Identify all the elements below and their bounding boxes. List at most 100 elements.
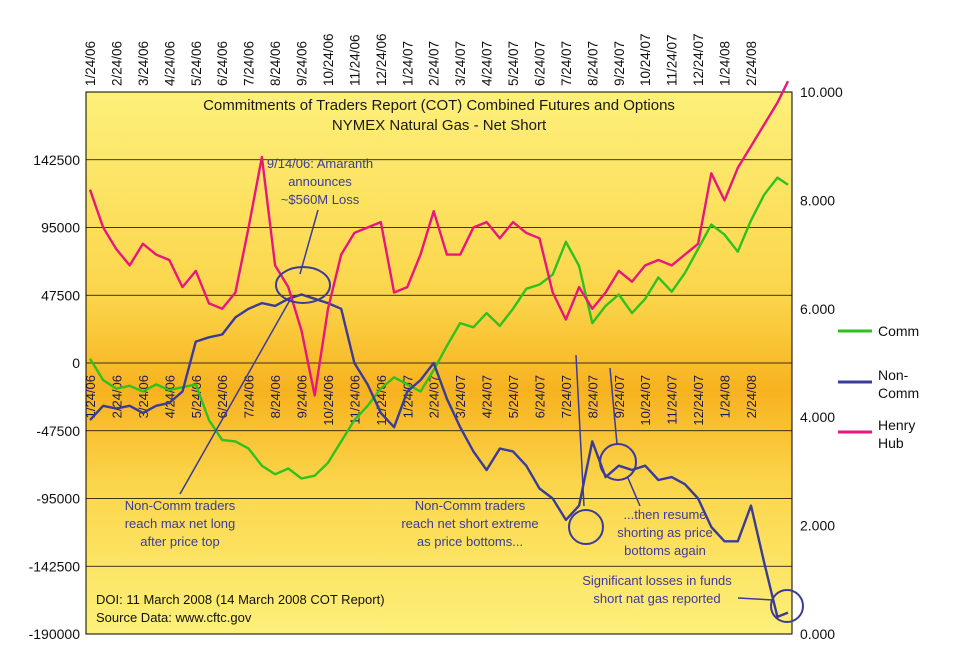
inner-x-tick-8: 9/24/06 [295, 375, 310, 418]
inner-x-tick-7: 8/24/06 [268, 375, 283, 418]
top-x-tick-12: 1/24/07 [400, 41, 415, 86]
top-x-tick-22: 11/24/07 [665, 34, 680, 86]
top-x-tick-11: 12/24/06 [374, 33, 389, 86]
top-x-tick-9: 10/24/06 [321, 33, 336, 86]
annotation-resume-line1: ...then resume [623, 507, 706, 522]
legend: Comm Non- Comm Henry Hub [838, 323, 919, 451]
annotation-max-long-line3: after price top [140, 534, 220, 549]
annotation-net-short-circle [568, 509, 604, 545]
top-x-tick-23: 12/24/07 [691, 33, 706, 86]
right-y-tick-5: 0.000 [800, 626, 835, 642]
inner-x-tick-24: 1/24/08 [718, 375, 733, 418]
inner-x-tick-9: 10/24/06 [321, 375, 336, 426]
left-y-tick-4: -47500 [36, 423, 80, 439]
left-y-tick-1: 95000 [41, 220, 80, 236]
annotation-net-short-pointer [575, 354, 585, 507]
left-y-tick-5: -95000 [36, 491, 80, 507]
annotation-resume-line3: bottoms again [624, 543, 706, 558]
source-doi: DOI: 11 March 2008 (14 March 2008 COT Re… [96, 592, 385, 607]
top-x-tick-21: 10/24/07 [638, 33, 653, 86]
annotation-max-long: Non-Comm traders reach max net long afte… [125, 299, 291, 549]
chart-subtitle: NYMEX Natural Gas - Net Short [332, 117, 547, 134]
left-y-tick-2: 47500 [41, 287, 80, 303]
legend-label-noncomm-line2: Comm [878, 385, 919, 401]
annotation-max-long-line2: reach max net long [125, 516, 236, 531]
inner-x-tick-6: 7/24/06 [242, 375, 257, 418]
inner-x-tick-22: 11/24/07 [665, 375, 680, 425]
right-y-tick-2: 6.000 [800, 301, 835, 317]
top-x-tick-7: 8/24/06 [268, 41, 283, 86]
annotation-losses-pointer [737, 597, 774, 601]
annotation-amaranth-line3: ~$560M Loss [281, 192, 360, 207]
top-x-tick-20: 9/24/07 [612, 41, 627, 86]
top-x-tick-6: 7/24/06 [242, 41, 257, 86]
annotation-resume-line2: shorting as price [617, 525, 712, 540]
top-x-tick-18: 7/24/07 [559, 41, 574, 86]
top-x-tick-13: 2/24/07 [427, 41, 442, 86]
top-x-tick-19: 8/24/07 [585, 41, 600, 86]
top-x-tick-15: 4/24/07 [480, 41, 495, 86]
top-x-tick-4: 5/24/06 [189, 41, 204, 86]
inner-x-tick-25: 2/24/08 [744, 375, 759, 418]
inner-x-tick-19: 8/24/07 [585, 375, 600, 418]
inner-x-tick-13: 2/24/07 [427, 375, 442, 418]
series-lines [88, 80, 790, 619]
top-x-tick-24: 1/24/08 [718, 41, 733, 86]
annotation-resume: ...then resume shorting as price bottoms… [599, 367, 713, 558]
annotation-losses-line1: Significant losses in funds [582, 573, 732, 588]
series-line-henry-hub [88, 80, 790, 397]
inner-x-tick-11: 12/24/06 [374, 375, 389, 426]
inner-x-tick-2: 3/24/06 [136, 375, 151, 418]
inner-x-tick-0: 1/24/06 [83, 375, 98, 418]
right-y-tick-4: 2.000 [800, 518, 835, 534]
chart-title: Commitments of Traders Report (COT) Comb… [203, 97, 675, 114]
annotation-losses-circle [770, 589, 804, 623]
inner-x-tick-21: 10/24/07 [638, 375, 653, 426]
inner-x-tick-3: 4/24/06 [162, 375, 177, 418]
annotation-max-long-line1: Non-Comm traders [125, 498, 236, 513]
top-x-tick-5: 6/24/06 [215, 41, 230, 86]
annotation-net-short: Non-Comm traders reach net short extreme… [401, 354, 604, 549]
inner-x-tick-16: 5/24/07 [506, 375, 521, 418]
series-line-non-comm [89, 293, 789, 619]
right-y-tick-3: 4.000 [800, 409, 835, 425]
top-x-tick-17: 6/24/07 [532, 41, 547, 86]
inner-x-tick-17: 6/24/07 [532, 375, 547, 418]
top-x-tick-1: 2/24/06 [109, 41, 124, 86]
annotation-net-short-line1: Non-Comm traders [415, 498, 526, 513]
left-y-tick-labels: 142500 95000 47500 0 -47500 -95000 -142500 -190… [29, 152, 81, 642]
annotation-net-short-line3: as price bottoms... [417, 534, 523, 549]
right-y-tick-labels: 10.000 8.000 6.000 4.000 2.000 0.000 [800, 84, 843, 642]
annotation-losses: Significant losses in funds short nat ga… [582, 573, 804, 623]
legend-label-hh-line2: Hub [878, 435, 904, 451]
inner-x-tick-5: 6/24/06 [215, 375, 230, 418]
series-line-comm [88, 176, 789, 480]
top-x-tick-16: 5/24/07 [506, 41, 521, 86]
top-x-tick-14: 3/24/07 [453, 41, 468, 86]
legend-label-hh-line1: Henry [878, 417, 915, 433]
annotation-amaranth-line2: announces [288, 174, 352, 189]
annotation-amaranth-pointer [299, 209, 319, 275]
annotation-max-long-pointer [179, 299, 291, 495]
left-y-tick-3: 0 [72, 355, 80, 371]
inner-x-tick-15: 4/24/07 [480, 375, 495, 418]
annotation-resume-pointer [609, 367, 618, 445]
inner-x-tick-14: 3/24/07 [453, 375, 468, 418]
annotation-net-short-line2: reach net short extreme [401, 516, 538, 531]
left-y-tick-7: -190000 [29, 626, 81, 642]
top-x-tick-25: 2/24/08 [744, 41, 759, 86]
annotation-resume-pointer2 [627, 477, 641, 507]
inner-x-tick-23: 12/24/07 [691, 375, 706, 426]
left-y-tick-0: 142500 [33, 152, 80, 168]
annotation-resume-circle [599, 443, 637, 481]
top-x-tick-3: 4/24/06 [162, 41, 177, 86]
annotation-losses-line2: short nat gas reported [593, 591, 720, 606]
annotation-amaranth-circle [275, 266, 331, 304]
inner-x-tick-1: 2/24/06 [109, 375, 124, 418]
top-x-tick-8: 9/24/06 [295, 41, 310, 86]
top-x-tick-labels: 1/24/06 2/24/06 3/24/06 4/24/06 5/24/06 6/24/… [83, 33, 759, 86]
top-x-tick-2: 3/24/06 [136, 41, 151, 86]
inner-x-tick-18: 7/24/07 [559, 375, 574, 418]
top-x-tick-10: 11/24/06 [347, 34, 362, 86]
